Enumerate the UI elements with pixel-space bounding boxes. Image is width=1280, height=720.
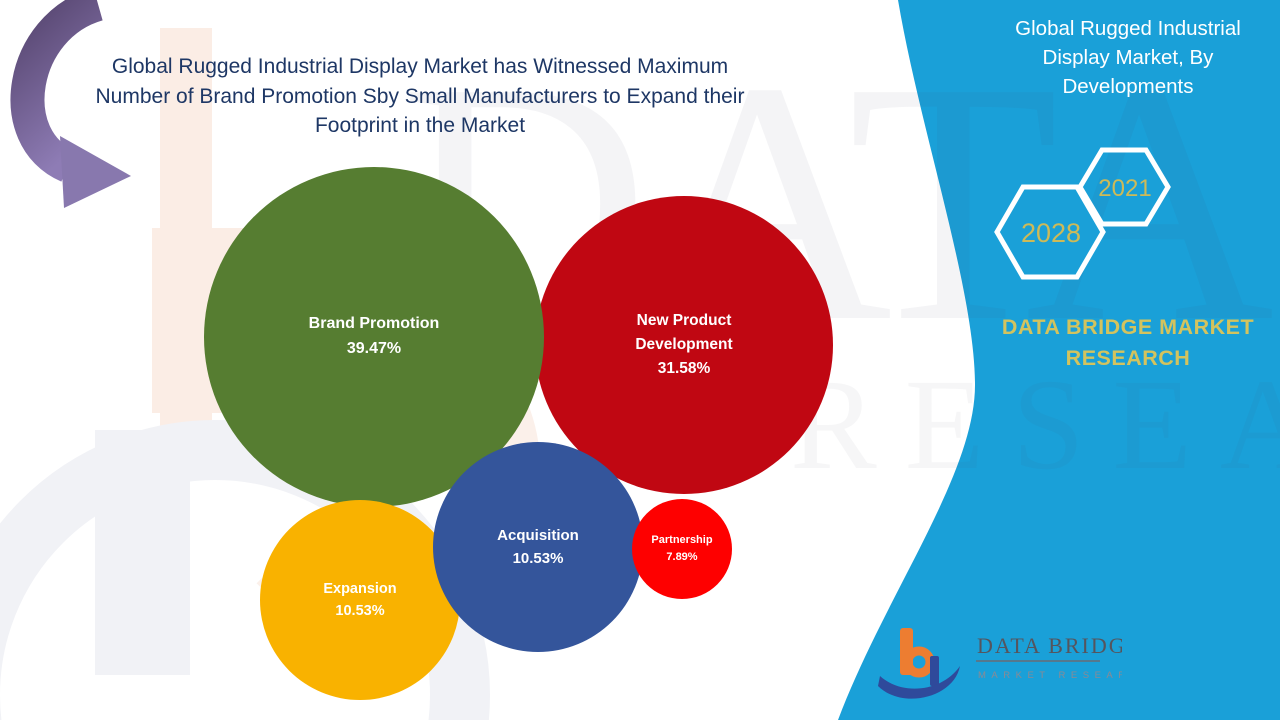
bubble-label: Expansion 10.53% [323, 580, 397, 619]
logo-tagline: MARKET RESEARCH [978, 670, 1122, 681]
page-title: Global Rugged Industrial Display Market … [95, 55, 745, 137]
year-start-label: 2028 [1020, 218, 1082, 248]
bubble-label: New Product Development 31.58% [635, 311, 733, 377]
brand-name-text: DATA BRIDGE MARKET RESEARCH [1001, 315, 1255, 370]
bubble-new-product-development: New Product Development 31.58% [535, 196, 833, 494]
logo-d-bar [930, 656, 939, 686]
year-end-label: 2021 [1098, 175, 1152, 202]
logo-name: DATA BRIDGE [977, 633, 1122, 658]
hexagon-2021 [1077, 147, 1171, 227]
bubble-label: Partnership 7.89% [651, 533, 713, 563]
logo-b-bowl [903, 646, 935, 678]
bubble-brand-promotion: Brand Promotion 39.47% [204, 167, 544, 507]
background-logo-shape [95, 430, 190, 675]
curved-arrow-icon [10, 0, 131, 208]
bubble-partnership: Partnership 7.89% [632, 499, 732, 599]
sidebar-title: Global Rugged Industrial Display Market,… [1015, 17, 1241, 98]
bubble-label: Brand Promotion 39.47% [308, 315, 440, 357]
data-bridge-logo: DATA BRIDGE MARKET RESEARCH [878, 628, 1122, 699]
bubble-expansion: Expansion 10.53% [260, 500, 460, 700]
hexagon-2028 [994, 184, 1106, 280]
bubble-label: Acquisition 10.53% [497, 526, 579, 567]
bubble-acquisition: Acquisition 10.53% [433, 442, 643, 652]
logo-swoosh [878, 666, 960, 699]
